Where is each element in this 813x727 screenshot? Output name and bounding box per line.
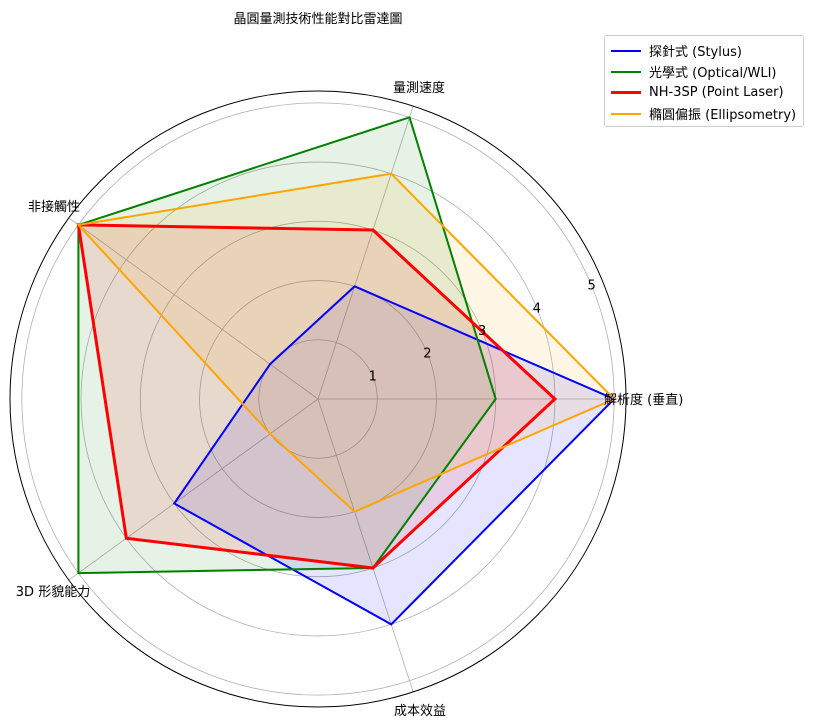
polar-frame (9, 90, 627, 708)
legend-item-optical: 光學式 (Optical/WLI) (611, 61, 797, 82)
legend-item-stylus: 探針式 (Stylus) (611, 40, 797, 61)
grid-spoke-5 (317, 398, 414, 693)
series-fill-stylus (174, 286, 615, 625)
series-fill-optical-wli (78, 117, 496, 574)
grid-spoke-2 (317, 105, 414, 400)
series-line-optical-wli (77, 116, 497, 575)
radial-tick-label-4: 4 (533, 301, 541, 316)
category-label-speed: 量測速度 (393, 80, 445, 96)
radial-tick-label-5: 5 (587, 279, 595, 294)
legend-label-optical: 光學式 (Optical/WLI) (649, 66, 777, 81)
chart-title: 晶圓量測技術性能對比雷達圖 (233, 12, 403, 27)
legend-label-stylus: 探針式 (Stylus) (649, 45, 742, 60)
series-line-stylus (172, 285, 616, 626)
legend-item-nh3sp: NH-3SP (Point Laser) (611, 82, 797, 103)
series-line-nh-3sp-point-laser (76, 223, 558, 570)
legend-swatch-nh3sp (611, 91, 641, 94)
legend-item-ellipsometry: 橢圓偏振 (Ellipsometry) (611, 103, 797, 124)
radial-tick-label-2: 2 (423, 347, 431, 362)
radial-tick-label-1: 1 (369, 369, 377, 384)
legend: 探針式 (Stylus) 光學式 (Optical/WLI) NH-3SP (P… (604, 35, 804, 127)
legend-swatch-ellipsometry (611, 112, 641, 115)
radial-tick-label-3: 3 (478, 324, 486, 339)
series-fill-ellipsometry (78, 173, 615, 512)
category-label-3d-topography: 3D 形貌能力 (16, 585, 90, 600)
legend-label-nh3sp: NH-3SP (Point Laser) (649, 85, 784, 100)
legend-label-ellipsometry: 橢圓偏振 (Ellipsometry) (649, 108, 797, 123)
category-label-cost: 成本效益 (394, 704, 446, 719)
grid-spoke-4 (68, 398, 319, 581)
category-label-non-contact: 非接觸性 (28, 199, 80, 215)
grid-spoke-3 (68, 217, 319, 400)
series-line-ellipsometry (76, 172, 616, 513)
legend-swatch-stylus (611, 49, 641, 52)
legend-swatch-optical (611, 70, 641, 73)
category-label-resolution: 解析度 (垂直) (604, 392, 683, 408)
